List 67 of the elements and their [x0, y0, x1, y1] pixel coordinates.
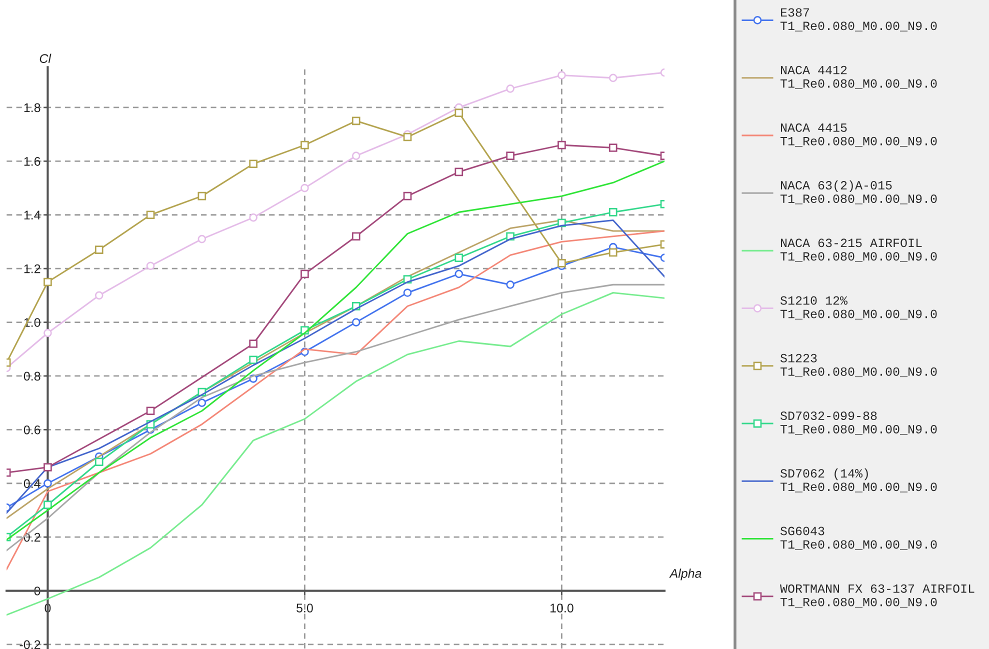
x-tick-label: 5.0: [296, 604, 313, 612]
legend-label: S1210 12% T1_Re0.080_M0.00_N9.0: [780, 296, 937, 320]
point: [94, 458, 104, 466]
point: [403, 132, 412, 142]
line-series: [6, 292, 664, 616]
line-series: [6, 230, 664, 570]
legend-label: NACA 63-215 AIRFOIL T1_Re0.080_M0.00_N9.0: [780, 238, 937, 262]
y-tick-label: 1.2: [24, 264, 40, 274]
y-tick-label: 0.6: [24, 425, 40, 434]
point: [352, 152, 360, 160]
legend-label: SG6043 T1_Re0.080_M0.00_N9.0: [780, 526, 937, 550]
line-series: [6, 284, 664, 552]
point: [558, 71, 566, 80]
x-tick-label: 10.0: [550, 604, 574, 612]
legend-label: NACA 63(2)A-015 T1_Re0.080_M0.00_N9.0: [780, 180, 937, 204]
legend-label: SD7032-099-88 T1_Re0.080_M0.00_N9.0: [780, 412, 937, 435]
legend-label: S1223 T1_Re0.080_M0.00_N9.0: [780, 354, 937, 378]
y-tick-label: 1.6: [24, 156, 40, 166]
y-tick-label: 1.4: [24, 210, 40, 220]
point: [558, 140, 566, 150]
y-axis-title: Cl: [40, 54, 52, 63]
point: [198, 192, 206, 200]
point: [352, 232, 360, 241]
y-tick-label: 1.8: [24, 103, 40, 112]
point: [249, 160, 258, 168]
point: [198, 234, 206, 244]
legend-label: SD7062 (14%) T1_Re0.080_M0.00_N9.0: [780, 468, 937, 492]
point: [506, 84, 514, 93]
point: [44, 328, 52, 338]
point: [454, 108, 464, 118]
point: [506, 152, 514, 160]
point: [403, 192, 412, 200]
point: [608, 74, 618, 82]
point: [352, 318, 360, 326]
point: [146, 406, 155, 416]
point: [249, 356, 258, 364]
point: [608, 208, 618, 216]
legend-label: NACA 4415 T1_Re0.080_M0.00_N9.0: [780, 123, 937, 147]
point: [249, 340, 258, 348]
point: [146, 262, 155, 270]
point: [352, 116, 360, 126]
point: [44, 500, 52, 510]
point: [249, 213, 258, 222]
point: [300, 140, 309, 150]
point: [146, 210, 155, 220]
point: [300, 270, 309, 278]
point: [94, 291, 104, 300]
point: [454, 270, 464, 278]
point: [44, 278, 52, 286]
legend-label: E387 T1_Re0.080_M0.00_N9.0: [780, 8, 937, 32]
x-axis-title: Alpha: [669, 568, 702, 580]
point: [608, 248, 618, 257]
point: [403, 288, 412, 297]
legend-label: WORTMANN FX 63-137 AIRFOIL T1_Re0.080_M0.00_N9.0: [780, 584, 974, 608]
point: [300, 184, 309, 192]
point: [94, 246, 104, 254]
point: [44, 463, 52, 472]
point: [454, 168, 464, 176]
legend-label: NACA 4412 T1_Re0.080_M0.00_N9.0: [780, 66, 937, 89]
y-tick-label: -0.2: [20, 640, 40, 649]
point: [454, 254, 464, 262]
point: [198, 398, 206, 407]
point: [506, 280, 514, 289]
y-tick-label: 0.8: [24, 372, 40, 381]
point: [44, 479, 52, 488]
point: [608, 144, 618, 152]
point: [558, 259, 566, 268]
